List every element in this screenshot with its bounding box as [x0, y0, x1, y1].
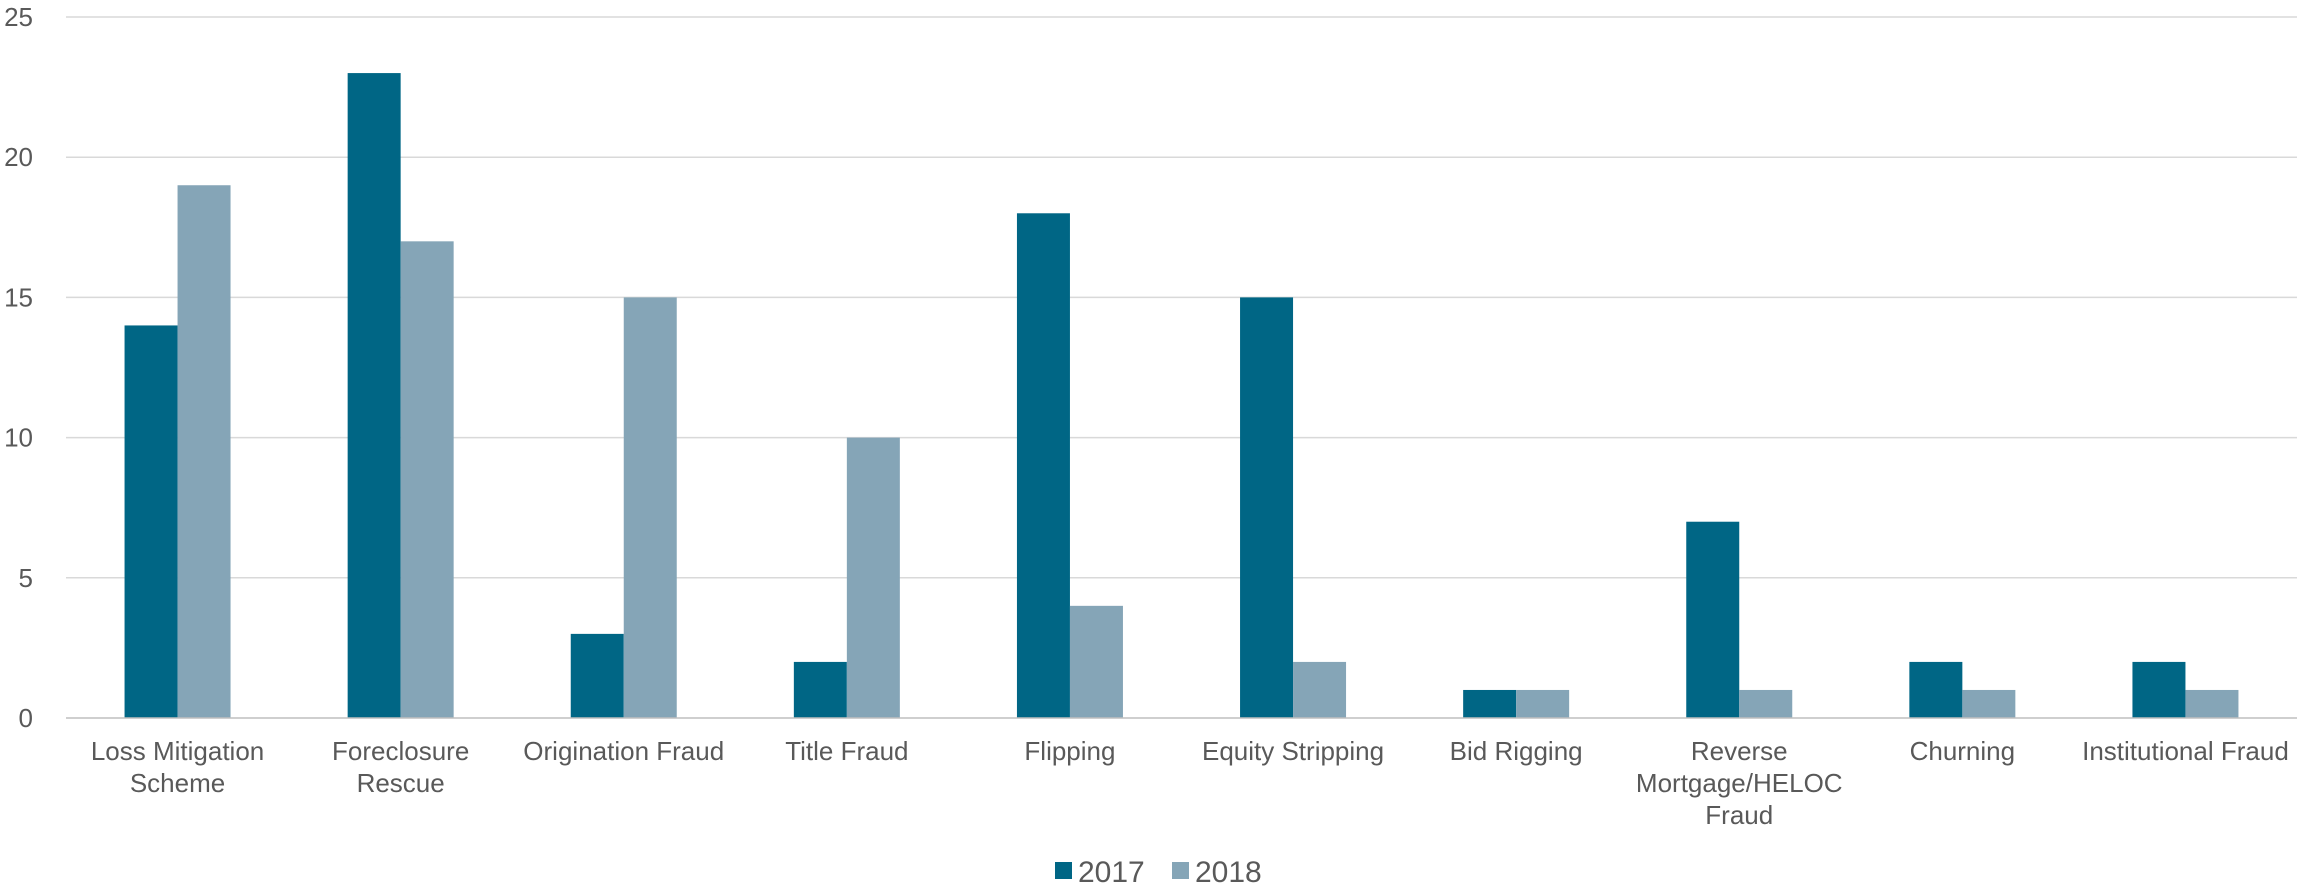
- bar-2017-8: [1909, 661, 1963, 718]
- bar-2017-9: [2132, 661, 2186, 718]
- category-label-line: Institutional Fraud: [2082, 736, 2289, 766]
- category-label-line: Loss Mitigation: [91, 736, 264, 766]
- bar-2017-4: [1016, 213, 1070, 718]
- category-label: Foreclosure Rescue: [332, 736, 469, 798]
- y-tick-label: 5: [19, 563, 33, 593]
- bar-2018-1: [400, 241, 454, 718]
- category-label-line: Flipping: [1024, 736, 1115, 766]
- category-label-line: Origination Fraud: [523, 736, 724, 766]
- category-label-line: Bid Rigging: [1450, 736, 1583, 766]
- category-label-line: Rescue: [357, 768, 445, 798]
- bar-2018-6: [1516, 689, 1570, 718]
- bar-2018-3: [846, 437, 900, 718]
- legend-swatch-2018: [1172, 862, 1189, 879]
- legend-label-2017: 2017: [1078, 856, 1145, 889]
- category-label: Institutional Fraud: [2082, 736, 2289, 766]
- x-axis-categories: Loss Mitigation Scheme Foreclosure Rescue Or…: [91, 736, 2289, 830]
- bar-2018-0: [177, 185, 231, 719]
- bar-2017-5: [1240, 297, 1294, 718]
- legend-swatch-2017: [1055, 862, 1072, 879]
- y-tick-label: 25: [4, 2, 33, 32]
- category-label-line: Title Fraud: [785, 736, 908, 766]
- category-label-line: Mortgage/HELOC: [1636, 768, 1843, 798]
- y-tick-label: 0: [19, 703, 33, 733]
- y-tick-label: 20: [4, 142, 33, 172]
- bar-2018-4: [1069, 605, 1123, 718]
- category-label-line: Churning: [1910, 736, 2016, 766]
- category-label: Equity Stripping: [1202, 736, 1384, 766]
- bar-2017-7: [1686, 521, 1740, 718]
- bar-2018-9: [2185, 689, 2239, 718]
- legend-label-2018: 2018: [1195, 856, 1262, 889]
- bar-2017-1: [347, 73, 401, 718]
- y-tick-label: 15: [4, 282, 33, 312]
- category-label-line: Scheme: [130, 768, 225, 798]
- category-label: Origination Fraud: [523, 736, 724, 766]
- bar-2017-3: [793, 661, 847, 718]
- bar-2018-7: [1739, 689, 1793, 718]
- legend: 2017 2018: [1055, 856, 1262, 889]
- category-label: Flipping: [1024, 736, 1115, 766]
- y-axis-ticks: 0 5 10 15 20 25: [4, 2, 33, 733]
- bar-2017-2: [570, 633, 624, 718]
- category-label: Reverse Mortgage/HELOC Fraud: [1636, 736, 1843, 830]
- bar-2018-2: [623, 297, 677, 718]
- category-label-line: Fraud: [1705, 800, 1773, 830]
- category-label-line: Foreclosure: [332, 736, 469, 766]
- category-label-line: Equity Stripping: [1202, 736, 1384, 766]
- category-label: Title Fraud: [785, 736, 908, 766]
- bar-2018-5: [1293, 661, 1347, 718]
- category-label: Loss Mitigation Scheme: [91, 736, 264, 798]
- category-label-line: Reverse: [1691, 736, 1788, 766]
- category-label: Churning: [1910, 736, 2016, 766]
- category-label: Bid Rigging: [1450, 736, 1583, 766]
- y-tick-label: 10: [4, 423, 33, 453]
- bar-2017-6: [1463, 689, 1517, 718]
- bar-2017-0: [124, 325, 178, 718]
- bar-2018-8: [1962, 689, 2016, 718]
- bars: [124, 73, 2239, 719]
